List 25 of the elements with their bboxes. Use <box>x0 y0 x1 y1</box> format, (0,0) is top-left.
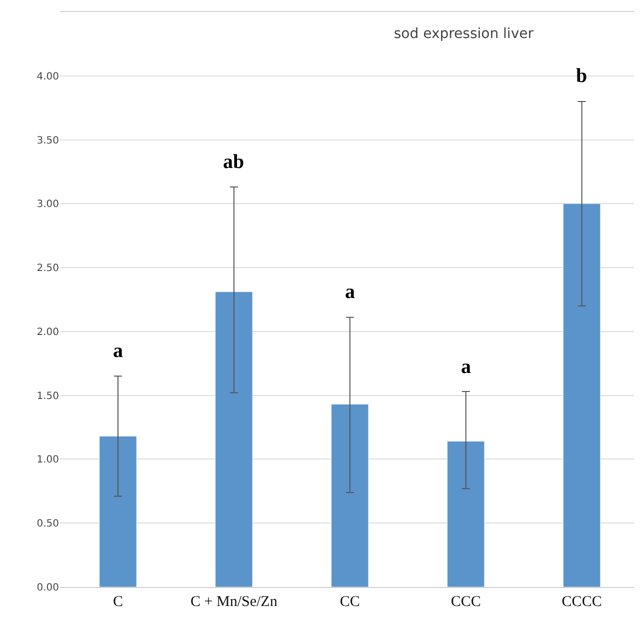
annotation: ab <box>223 151 244 173</box>
y-tick-label: 0.00 <box>36 582 59 594</box>
y-tick-label: 2.00 <box>36 326 59 338</box>
y-tick-label: 3.00 <box>36 199 59 210</box>
x-tick-label: CC <box>340 594 360 610</box>
x-tick-label: C + Mn/Se/Zn <box>190 594 278 610</box>
x-tick-label: CCC <box>450 594 481 610</box>
y-tick-label: 1.50 <box>36 390 59 402</box>
annotation: a <box>113 340 123 362</box>
annotation: b <box>576 65 588 87</box>
bar <box>331 404 369 587</box>
text: sod expression liver <box>394 26 534 42</box>
bar <box>215 292 253 587</box>
y-tick-label: 0.50 <box>36 518 59 530</box>
y-tick-label: 1.00 <box>36 454 59 466</box>
x-tick-label: C <box>112 594 123 610</box>
y-tick-label: 2.50 <box>36 263 59 274</box>
annotation: a <box>461 356 471 378</box>
y-tick-label: 3.50 <box>36 135 59 146</box>
y-tick-label: 4.00 <box>36 71 59 82</box>
bar <box>447 441 485 587</box>
x-tick-label: CCCC <box>562 594 602 610</box>
bar <box>99 436 137 587</box>
bar <box>563 203 601 587</box>
annotation: a <box>345 281 355 303</box>
